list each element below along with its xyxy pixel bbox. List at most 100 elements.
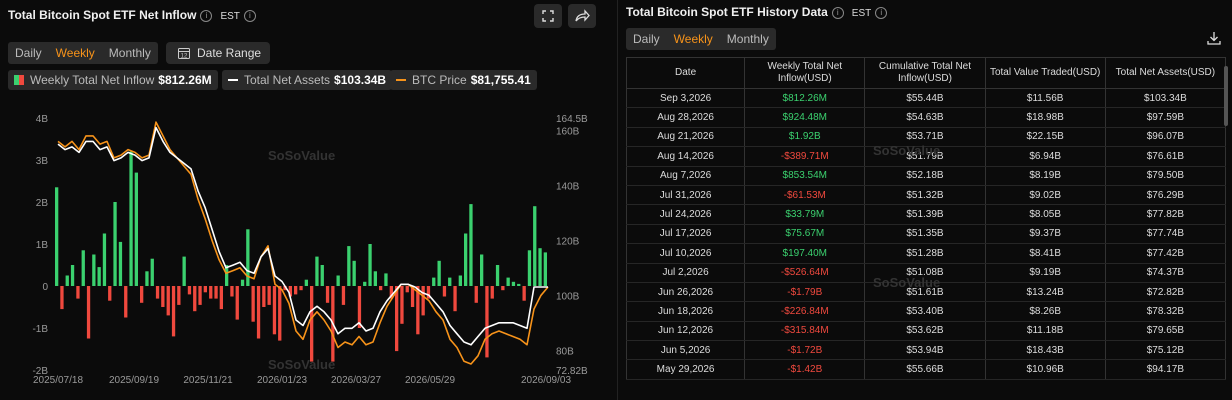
date-range-button[interactable]: 12 Date Range bbox=[166, 42, 270, 64]
table-row[interactable]: Aug 28,2026 $924.48M $54.63B $18.98B $97.59B bbox=[625, 107, 1227, 128]
inflow-bar bbox=[235, 286, 239, 320]
inflow-bar bbox=[480, 254, 484, 286]
table-row[interactable]: Jun 18,2026 -$226.84M $53.40B $8.26B $78.32B bbox=[625, 301, 1227, 322]
table-row[interactable]: Jul 10,2026 $197.40M $51.28B $8.41B $77.42B bbox=[625, 243, 1227, 264]
timezone-info-icon[interactable]: i bbox=[875, 6, 888, 19]
legend-assets-value: $103.34B bbox=[334, 73, 387, 87]
table-title: Total Bitcoin Spot ETF History Data bbox=[626, 5, 828, 19]
table-row[interactable]: Jun 26,2026 -$1.79B $51.61B $13.24B $72.82B bbox=[625, 282, 1227, 303]
table-row[interactable]: Jul 17,2026 $75.67M $51.35B $9.37B $77.74B bbox=[625, 224, 1227, 245]
inflow-bar bbox=[230, 286, 234, 297]
cell-cumulative-inflow: $51.28B bbox=[864, 243, 986, 264]
inflow-bar bbox=[543, 252, 547, 286]
cell-value-traded: $10.96B bbox=[984, 359, 1106, 380]
table-period-monthly[interactable]: Monthly bbox=[726, 32, 769, 46]
cell-date: Aug 28,2026 bbox=[625, 107, 746, 128]
timezone-info-icon[interactable]: i bbox=[243, 9, 256, 22]
table-scrollbar[interactable] bbox=[1224, 66, 1228, 126]
history-data-panel: Total Bitcoin Spot ETF History Data i EST i… bbox=[617, 0, 1232, 400]
cell-net-assets: $72.82B bbox=[1104, 282, 1227, 303]
table-row[interactable]: Aug 14,2026 -$389.71M $51.79B $6.94B $76.61B bbox=[625, 146, 1227, 167]
table-row[interactable]: Jul 24,2026 $33.79M $51.39B $8.05B $77.82B bbox=[625, 204, 1227, 225]
period-daily[interactable]: Daily bbox=[15, 46, 42, 60]
inflow-bar bbox=[60, 286, 64, 310]
cell-weekly-inflow: $75.67M bbox=[744, 224, 866, 245]
cell-weekly-inflow: -$226.84M bbox=[744, 301, 866, 322]
x-axis-tick: 2025/09/19 bbox=[109, 375, 159, 386]
col-cumulative-inflow[interactable]: Cumulative Total Net Inflow(USD) bbox=[864, 57, 986, 89]
legend-btc-value: $81,755.41 bbox=[470, 73, 531, 87]
legend-inflow-label: Weekly Total Net Inflow bbox=[30, 73, 155, 87]
inflow-bar bbox=[405, 286, 409, 293]
inflow-bar bbox=[219, 286, 223, 310]
date-range-label: Date Range bbox=[197, 46, 262, 60]
inflow-bar bbox=[538, 248, 542, 286]
info-icon[interactable]: i bbox=[200, 9, 213, 22]
col-value-traded[interactable]: Total Value Traded(USD) bbox=[984, 57, 1106, 89]
table-row[interactable]: Jun 12,2026 -$315.84M $53.62B $11.18B $79.65… bbox=[625, 321, 1227, 342]
inflow-bar bbox=[251, 286, 255, 322]
inflow-bar bbox=[347, 246, 351, 286]
cell-date: Jun 5,2026 bbox=[625, 340, 746, 361]
cell-cumulative-inflow: $53.40B bbox=[864, 301, 986, 322]
col-weekly-inflow[interactable]: Weekly Total Net Inflow(USD) bbox=[744, 57, 866, 89]
assets-legend-swatch bbox=[228, 79, 238, 81]
chart-title: Total Bitcoin Spot ETF Net Inflow bbox=[8, 8, 197, 22]
cell-weekly-inflow: -$1.72B bbox=[744, 340, 866, 361]
cell-weekly-inflow: -$315.84M bbox=[744, 321, 866, 342]
table-row[interactable]: Aug 7,2026 $853.54M $52.18B $8.19B $79.50B bbox=[625, 166, 1227, 186]
cell-cumulative-inflow: $51.08B bbox=[864, 263, 986, 283]
inflow-bar bbox=[278, 286, 282, 341]
table-row[interactable]: Jul 31,2026 -$61.53M $51.32B $9.02B $76.29B bbox=[625, 185, 1227, 206]
svg-text:12: 12 bbox=[181, 54, 188, 60]
inflow-bar bbox=[517, 283, 521, 286]
inflow-bar bbox=[166, 286, 170, 316]
x-axis-tick: 2025/11/21 bbox=[183, 375, 233, 386]
inflow-bar bbox=[469, 204, 473, 286]
table-period-weekly[interactable]: Weekly bbox=[673, 32, 713, 46]
table-period-selector: Daily Weekly Monthly bbox=[626, 28, 776, 50]
download-icon[interactable] bbox=[1206, 30, 1222, 46]
inflow-bar bbox=[256, 286, 261, 339]
inflow-bar bbox=[55, 187, 59, 286]
inflow-bar bbox=[352, 260, 356, 286]
inflow-bar bbox=[155, 286, 160, 299]
period-monthly[interactable]: Monthly bbox=[108, 46, 151, 60]
cell-value-traded: $8.26B bbox=[984, 301, 1106, 322]
legend-btc-price[interactable]: BTC Price $81,755.41 bbox=[390, 70, 537, 90]
table-row[interactable]: Jun 5,2026 -$1.72B $53.94B $18.43B $75.12B bbox=[625, 340, 1227, 361]
col-date[interactable]: Date bbox=[625, 57, 746, 89]
y-axis-right-tick: 100B bbox=[556, 291, 580, 302]
inflow-bar bbox=[65, 275, 69, 286]
table-row[interactable]: May 29,2026 -$1.42B $55.66B $10.96B $94.17B bbox=[625, 359, 1227, 380]
inflow-bar bbox=[490, 286, 494, 299]
x-axis-tick: 2026/05/29 bbox=[405, 375, 455, 386]
inflow-bar bbox=[373, 271, 377, 286]
inflow-bar bbox=[86, 286, 91, 339]
inflow-bar bbox=[357, 286, 362, 328]
cell-cumulative-inflow: $51.32B bbox=[864, 185, 986, 206]
timezone-label: EST bbox=[851, 8, 872, 19]
legend-net-assets[interactable]: Total Net Assets $103.34B bbox=[222, 70, 393, 90]
col-net-assets[interactable]: Total Net Assets(USD) bbox=[1104, 57, 1227, 89]
cell-net-assets: $78.32B bbox=[1104, 301, 1227, 322]
inflow-bar bbox=[315, 256, 319, 286]
share-button[interactable] bbox=[568, 4, 596, 28]
table-period-daily[interactable]: Daily bbox=[633, 32, 660, 46]
period-weekly[interactable]: Weekly bbox=[55, 46, 95, 60]
y-axis-right-tick: 164.5B bbox=[556, 114, 588, 125]
table-row[interactable]: Jul 2,2026 -$526.64M $51.08B $9.19B $74.37B bbox=[625, 263, 1227, 283]
info-icon[interactable]: i bbox=[831, 6, 844, 19]
btc-legend-swatch bbox=[396, 79, 406, 81]
table-row[interactable]: Aug 21,2026 $1.92B $53.71B $22.15B $96.07B bbox=[625, 127, 1227, 148]
cell-weekly-inflow: $197.40M bbox=[744, 243, 866, 264]
inflow-bar bbox=[150, 258, 154, 286]
cell-date: Aug 21,2026 bbox=[625, 127, 746, 148]
inflow-bar bbox=[421, 286, 425, 316]
legend-net-inflow[interactable]: Weekly Total Net Inflow $812.26M bbox=[8, 70, 218, 90]
cell-cumulative-inflow: $51.79B bbox=[864, 146, 986, 167]
expand-button[interactable] bbox=[534, 4, 562, 28]
table-row[interactable]: Sep 3,2026 $812.26M $55.44B $11.56B $103.34B bbox=[625, 88, 1227, 109]
inflow-bar bbox=[267, 286, 271, 305]
